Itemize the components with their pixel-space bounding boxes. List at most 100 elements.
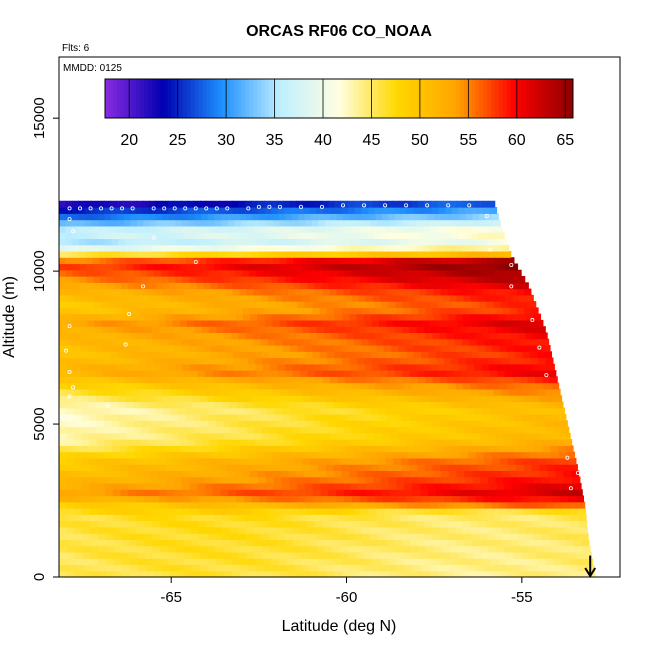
heatmap-cell	[214, 514, 223, 522]
heatmap-cell	[113, 269, 121, 277]
heatmap-cell	[97, 476, 106, 484]
heatmap-cell	[362, 282, 371, 290]
heatmap-cell	[361, 207, 369, 214]
heatmap-cell	[88, 413, 97, 421]
heatmap-cell	[458, 357, 467, 365]
heatmap-cell	[204, 476, 213, 484]
heatmap-cell	[542, 407, 551, 415]
heatmap-cell	[169, 225, 177, 233]
heatmap-cell	[438, 451, 447, 459]
heatmap-cell	[506, 451, 515, 459]
heatmap-cell	[268, 426, 277, 434]
heatmap-cell	[252, 282, 260, 290]
heatmap-cell	[550, 445, 559, 453]
heatmap-cell	[112, 482, 122, 490]
track-point	[225, 206, 230, 211]
heatmap-cell	[193, 263, 202, 271]
heatmap-cell	[171, 307, 180, 315]
heatmap-cell	[446, 370, 455, 377]
heatmap-cell	[89, 489, 99, 497]
heatmap-cell	[318, 219, 326, 227]
heatmap-cell	[522, 564, 532, 572]
heatmap-cell	[542, 344, 551, 352]
heatmap-cell	[570, 564, 579, 572]
heatmap-cell	[59, 558, 68, 566]
heatmap-cell	[421, 570, 430, 578]
heatmap-cell	[175, 370, 184, 377]
track-point	[120, 206, 125, 211]
heatmap-cell	[315, 263, 323, 271]
heatmap-cell	[314, 508, 323, 515]
heatmap-cell	[182, 357, 191, 365]
colorbar-segment	[120, 79, 125, 118]
heatmap-cell	[59, 470, 68, 478]
heatmap-cell	[354, 207, 362, 214]
heatmap-cell	[402, 263, 411, 271]
heatmap-cell	[363, 407, 372, 415]
heatmap-cell	[228, 388, 237, 396]
heatmap-cell	[415, 407, 424, 415]
heatmap-cell	[105, 489, 114, 497]
heatmap-cell	[110, 395, 119, 403]
heatmap-cell	[427, 432, 436, 440]
heatmap-cell	[481, 551, 491, 559]
heatmap-cell	[160, 263, 168, 271]
heatmap-cell	[419, 551, 428, 559]
heatmap-cell	[230, 276, 238, 283]
heatmap-cell	[456, 344, 464, 352]
heatmap-cell	[504, 276, 512, 283]
heatmap-cell	[251, 489, 260, 497]
heatmap-cell	[297, 351, 306, 359]
heatmap-cell	[166, 257, 174, 265]
heatmap-cell	[89, 451, 98, 459]
colorbar-segment	[206, 79, 211, 118]
heatmap-cell	[380, 370, 389, 377]
heatmap-cell	[74, 451, 83, 459]
track-point	[530, 318, 535, 323]
heatmap-cell	[201, 269, 210, 277]
heatmap-cell	[531, 426, 540, 434]
heatmap-cell	[262, 269, 271, 277]
heatmap-cell	[430, 250, 439, 258]
heatmap-cell	[277, 539, 286, 547]
heatmap-cell	[300, 539, 309, 547]
track-point	[141, 284, 146, 289]
heatmap-cell	[305, 219, 313, 227]
heatmap-cell	[420, 439, 429, 446]
heatmap-cell	[462, 520, 471, 528]
colorbar-segment	[335, 79, 340, 118]
heatmap-cell	[435, 244, 444, 252]
heatmap-cell	[504, 445, 514, 453]
colorbar-segment	[502, 79, 508, 118]
heatmap-cell	[118, 250, 127, 258]
heatmap-cell	[81, 420, 90, 428]
heatmap-cell	[448, 344, 457, 352]
heatmap-cell	[537, 388, 546, 396]
heatmap-cell	[121, 526, 130, 534]
heatmap-cell	[123, 207, 131, 214]
heatmap-cell	[583, 551, 592, 559]
heatmap-cell	[411, 307, 419, 315]
heatmap-cell	[448, 539, 457, 547]
heatmap-cell	[81, 382, 89, 390]
heatmap-cell	[490, 263, 498, 271]
heatmap-cell	[294, 382, 303, 390]
heatmap-cell	[216, 426, 225, 434]
heatmap-cell	[137, 558, 146, 566]
heatmap-cell	[340, 457, 349, 465]
heatmap-cell	[59, 301, 67, 308]
heatmap-cell	[413, 313, 421, 321]
heatmap-cell	[213, 495, 222, 503]
heatmap-cell	[66, 413, 75, 421]
heatmap-cell	[453, 238, 461, 246]
heatmap-cell	[482, 332, 491, 340]
heatmap-cell	[432, 420, 441, 428]
heatmap-cell	[111, 238, 119, 246]
heatmap-cell	[402, 370, 411, 377]
heatmap-cell	[407, 401, 416, 409]
colorbar-segment	[381, 79, 387, 118]
heatmap-cell	[98, 545, 107, 553]
heatmap-cell	[129, 551, 138, 559]
heatmap-cell	[74, 439, 83, 446]
heatmap-cell	[397, 225, 405, 233]
